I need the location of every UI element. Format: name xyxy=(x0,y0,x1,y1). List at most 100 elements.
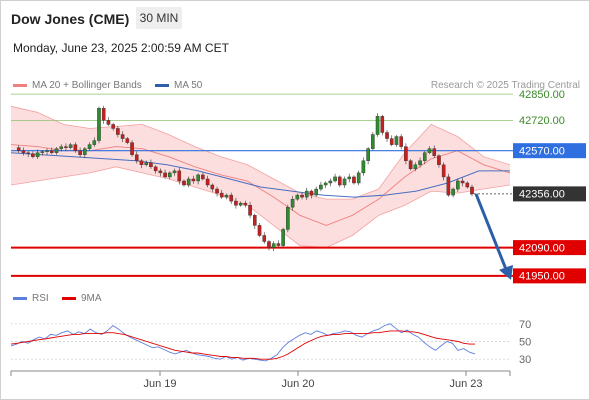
candle-body xyxy=(73,144,78,151)
candle-body xyxy=(64,146,68,148)
x-tick-label-0: Jun 19 xyxy=(143,378,176,390)
candle-body xyxy=(31,153,35,157)
forecast-arrow-head xyxy=(499,264,513,280)
candle-body xyxy=(134,154,139,161)
candle-body xyxy=(432,148,437,156)
level-label-4: 42090.00 xyxy=(519,242,565,254)
credit-text: Research © 2025 Trading Central xyxy=(430,80,580,91)
candle-body xyxy=(300,194,304,198)
candle-body xyxy=(215,188,219,194)
candle-body xyxy=(441,164,446,178)
level-label-0: 42850.00 xyxy=(519,89,565,101)
legend-ma50-label: MA 50 xyxy=(174,80,203,91)
legend-bollinger: MA 20 + Bollinger Bands xyxy=(13,80,142,91)
candle-body xyxy=(262,235,267,242)
candle-body xyxy=(116,128,120,135)
candle-body xyxy=(366,148,370,161)
level-label-bg-4 xyxy=(513,240,586,256)
candle-body xyxy=(309,190,314,196)
candle-body xyxy=(92,140,97,145)
candle-body xyxy=(144,162,149,166)
candle-body xyxy=(371,134,375,149)
candle-body xyxy=(460,180,465,184)
candle-body xyxy=(319,184,323,190)
legend-rsi-swatch xyxy=(13,296,27,300)
candle-body xyxy=(347,176,352,180)
candle-body xyxy=(186,178,191,186)
candle-body xyxy=(120,134,125,139)
candle-body xyxy=(196,174,200,182)
candle-body xyxy=(422,152,427,161)
candle-body xyxy=(456,180,460,190)
candle-body xyxy=(45,150,49,152)
candle-body xyxy=(286,207,290,230)
bollinger-upper-line xyxy=(10,105,511,200)
candle-body xyxy=(380,116,385,133)
candle-body xyxy=(68,144,73,148)
ma20-line xyxy=(10,144,511,226)
candle-body xyxy=(130,142,134,155)
bollinger-band-fill xyxy=(11,106,510,248)
candle-body xyxy=(97,108,101,141)
candle-body xyxy=(101,108,106,121)
candle-body xyxy=(257,225,262,236)
candle-body xyxy=(248,204,252,216)
candle-body xyxy=(106,120,111,125)
candle-body xyxy=(399,136,403,147)
candle-body xyxy=(168,172,172,178)
level-label-bg-2 xyxy=(513,143,586,159)
candle-body xyxy=(16,147,21,151)
legend-rsi-label: RSI xyxy=(32,293,49,304)
candle-body xyxy=(125,138,130,143)
candle-body xyxy=(333,176,337,182)
candle-body xyxy=(323,182,328,186)
candle-body xyxy=(267,241,271,248)
candle-body xyxy=(191,178,196,182)
rsi-tick-label-1: 50 xyxy=(519,337,531,349)
x-tick-label-2: Jun 23 xyxy=(449,378,482,390)
candle-body xyxy=(35,152,40,157)
candle-body xyxy=(59,146,64,149)
candle-body xyxy=(337,176,342,186)
legend-9ma-swatch xyxy=(62,296,76,300)
rsi-tick-label-0: 70 xyxy=(519,319,531,331)
candle-body xyxy=(404,146,408,161)
candle-body xyxy=(26,152,30,154)
legend-9ma-label: 9MA xyxy=(81,293,102,304)
level-label-5: 41950.00 xyxy=(519,271,565,283)
candle-body xyxy=(153,166,158,172)
legend-ma50-swatch xyxy=(155,83,169,87)
legend-rsi: RSI xyxy=(13,293,49,304)
candle-body xyxy=(295,194,300,200)
candle-body xyxy=(87,144,92,149)
candle-body xyxy=(177,170,182,182)
candle-body xyxy=(234,200,238,206)
x-tick-label-1: Jun 20 xyxy=(281,378,314,390)
candle-body xyxy=(281,229,285,246)
legend-ma50: MA 50 xyxy=(155,80,202,91)
candle-body xyxy=(389,138,394,145)
candle-body xyxy=(78,150,82,155)
candle-body xyxy=(276,243,281,246)
candle-body xyxy=(271,243,276,248)
candle-body xyxy=(182,180,186,186)
rsi-tick-label-2: 30 xyxy=(519,354,531,366)
candles xyxy=(16,105,474,252)
candle-body xyxy=(219,192,224,198)
candle-body xyxy=(83,148,87,155)
level-label-1: 42720.00 xyxy=(519,115,565,127)
candle-body xyxy=(201,174,205,180)
candle-body xyxy=(375,116,380,135)
candle-body xyxy=(470,186,474,195)
timeframe-button[interactable]: 30 MIN xyxy=(136,7,182,29)
candle-body xyxy=(413,164,418,170)
candle-body xyxy=(163,172,167,178)
page-title: Dow Jones (CME) xyxy=(11,11,130,27)
candle-body xyxy=(446,176,451,196)
candle-body xyxy=(352,176,356,184)
candle-body xyxy=(229,194,233,202)
forecast-arrow-line xyxy=(474,193,509,273)
candle-body xyxy=(111,124,115,129)
bollinger-lower-line xyxy=(10,166,511,249)
